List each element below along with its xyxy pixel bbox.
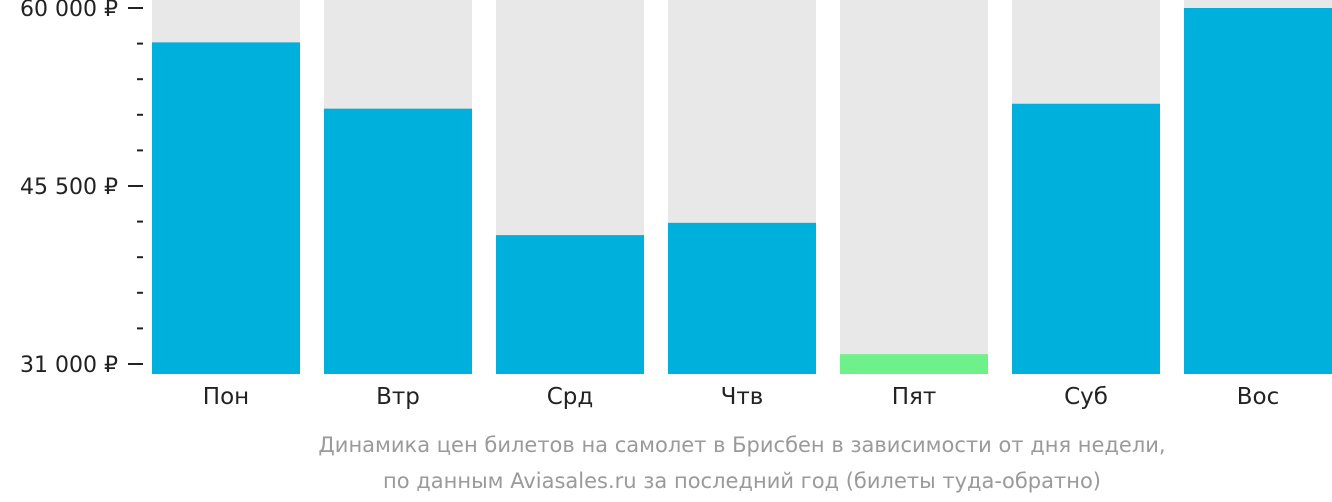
bar-0 [152,42,300,375]
x-tick-label-1: Втр [376,384,420,410]
x-tick-label-5: Суб [1064,384,1108,410]
bar-track-4 [840,0,988,374]
x-tick-label-6: Вос [1237,384,1280,410]
bar-1 [324,108,472,374]
bar-2 [496,235,644,374]
bars [152,8,1332,375]
bar-6 [1184,8,1332,374]
x-tick-label-0: Пон [203,384,249,410]
caption-line-2: по данным Aviasales.ru за последний год … [383,469,1101,493]
bar-3 [668,222,816,374]
y-tick-label-1: 45 500 ₽ [20,175,118,200]
bar-5 [1012,103,1160,375]
x-tick-label-3: Чтв [721,384,764,410]
x-tick-label-2: Срд [547,384,594,410]
caption-line-1: Динамика цен билетов на самолет в Брисбе… [318,433,1165,457]
x-axis-labels: Пон Втр Срд Чтв Пят Суб Вос [203,384,1279,410]
bar-4 [840,354,988,374]
x-tick-label-4: Пят [892,384,937,410]
y-tick-label-2: 31 000 ₽ [20,353,118,378]
y-axis: 60 000 ₽ 45 500 ₽ 31 000 ₽ [20,0,143,378]
y-tick-label-0: 60 000 ₽ [20,0,118,22]
